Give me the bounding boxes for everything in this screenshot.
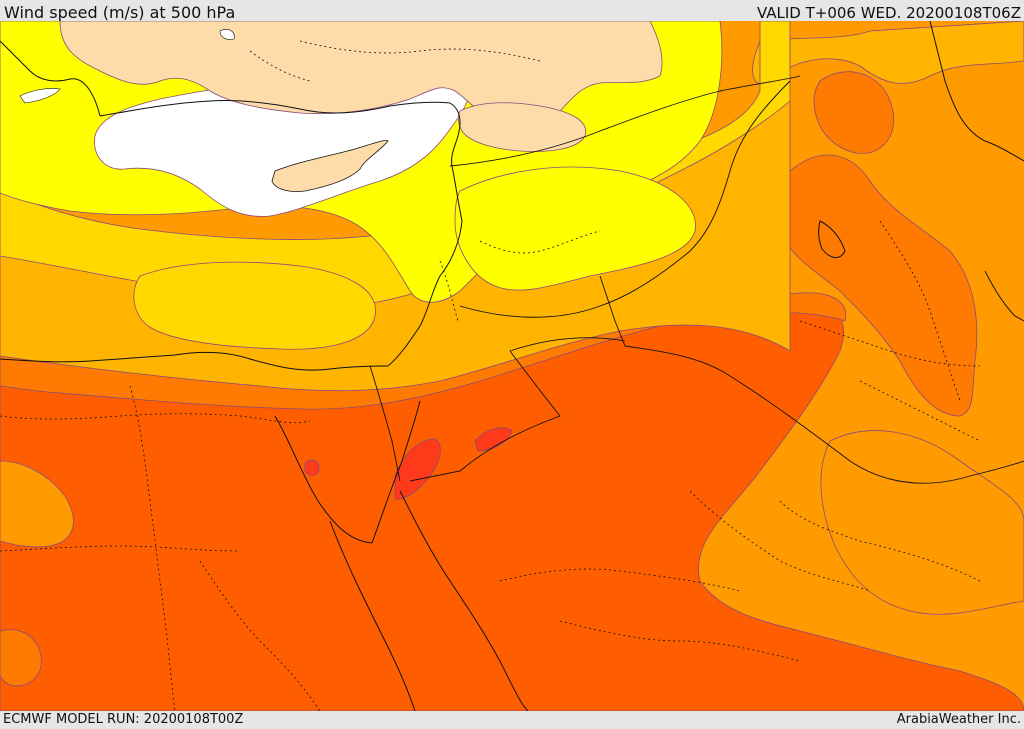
field-red-core [394, 438, 441, 500]
credit-label: ArabiaWeather Inc. [896, 712, 1021, 727]
map-title: Wind speed (m/s) at 500 hPa [4, 3, 236, 22]
field-orange-south [0, 629, 42, 687]
land-aegean-white [19, 88, 61, 104]
valid-time-label: VALID T+006 WED. 20200108T06Z [756, 4, 1021, 22]
land-aegean-white-2 [219, 29, 235, 40]
coastlines [0, 21, 1024, 711]
field-orange-west [0, 460, 74, 548]
field-orange-se [820, 430, 1024, 615]
land-cyprus [271, 140, 389, 192]
land-tan-syria [457, 102, 587, 152]
admin-boundaries [0, 40, 981, 711]
field-red-core-3 [304, 459, 320, 476]
field-gold-center [133, 261, 376, 350]
model-run-label: ECMWF MODEL RUN: 20200108T00Z [3, 712, 244, 727]
land-tan-north [59, 21, 663, 124]
country-borders [369, 75, 1024, 484]
field-yellow-lobe [454, 166, 696, 291]
wind-speed-map [0, 21, 1024, 711]
header-bar: Wind speed (m/s) at 500 hPa VALID T+006 … [0, 0, 1024, 22]
field-dark-orange-ne [813, 71, 894, 154]
field-dark-orange-east [774, 154, 978, 417]
field-red-core-2 [474, 427, 513, 452]
footer-bar: ECMWF MODEL RUN: 20200108T00Z ArabiaWeat… [0, 711, 1024, 729]
